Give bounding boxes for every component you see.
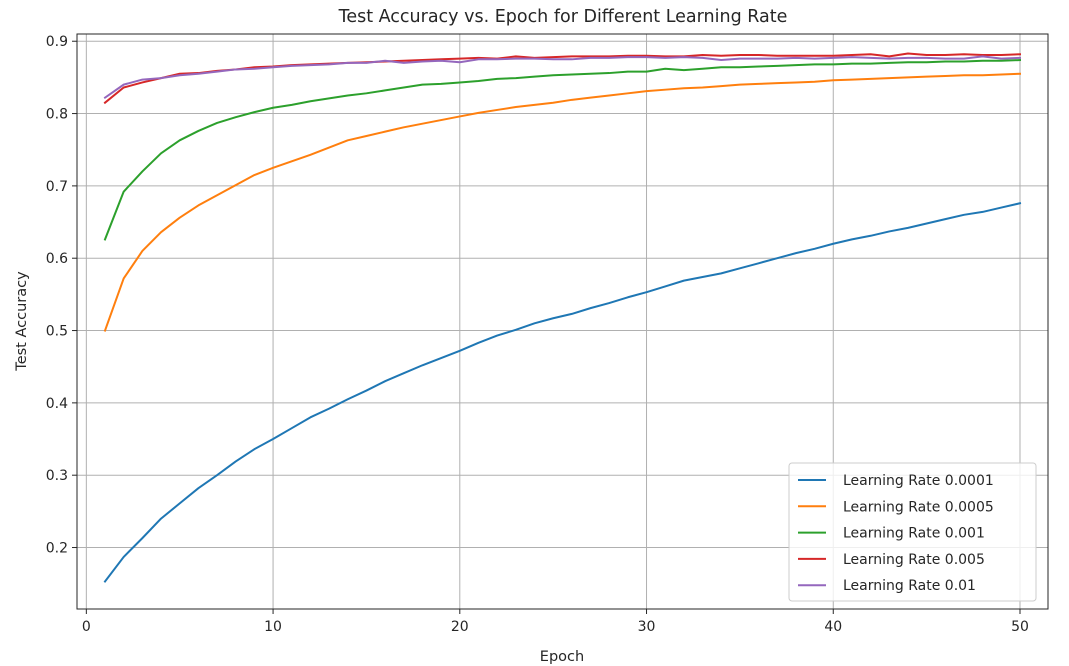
series-line-1 <box>103 72 1022 332</box>
chart-title: Test Accuracy vs. Epoch for Different Le… <box>338 7 788 27</box>
x-tick-label: 50 <box>1011 619 1029 635</box>
legend-label-3: Learning Rate 0.005 <box>843 552 985 568</box>
legend: Learning Rate 0.0001 Learning Rate 0.0005… <box>788 462 1037 602</box>
y-tick-label: 0.6 <box>46 251 68 267</box>
y-tick-label: 0.9 <box>46 34 68 50</box>
x-axis-ticks: 0 10 20 30 40 50 <box>82 609 1029 635</box>
y-axis-label: Test Accuracy <box>14 271 30 372</box>
legend-label-1: Learning Rate 0.0005 <box>843 499 994 515</box>
series-lines <box>103 52 1022 583</box>
legend-items: Learning Rate 0.0001 Learning Rate 0.0005… <box>798 473 994 594</box>
legend-box <box>788 462 1037 602</box>
x-tick-label: 30 <box>638 619 656 635</box>
x-tick-label: 10 <box>264 619 282 635</box>
y-axis-ticks: 0.2 0.3 0.4 0.5 0.6 0.7 0.8 0.9 <box>46 34 77 557</box>
y-tick-label: 0.5 <box>46 324 68 340</box>
x-tick-label: 20 <box>451 619 469 635</box>
series-line-4 <box>103 55 1022 100</box>
y-tick-label: 0.4 <box>46 396 68 412</box>
x-tick-label: 40 <box>824 619 842 635</box>
series-line-2 <box>103 59 1022 241</box>
y-tick-label: 0.8 <box>46 107 68 123</box>
grid <box>77 34 1048 609</box>
series-line-0 <box>103 202 1022 583</box>
plot-area-frame <box>76 33 1049 610</box>
y-tick-label: 0.2 <box>46 541 68 557</box>
legend-label-4: Learning Rate 0.01 <box>843 578 976 594</box>
legend-label-2: Learning Rate 0.001 <box>843 526 985 542</box>
series-line-3 <box>103 52 1022 105</box>
legend-label-0: Learning Rate 0.0001 <box>843 473 994 489</box>
x-tick-label: 0 <box>82 619 91 635</box>
y-tick-label: 0.7 <box>46 179 68 195</box>
y-tick-label: 0.3 <box>46 468 68 484</box>
x-axis-label: Epoch <box>540 649 584 665</box>
